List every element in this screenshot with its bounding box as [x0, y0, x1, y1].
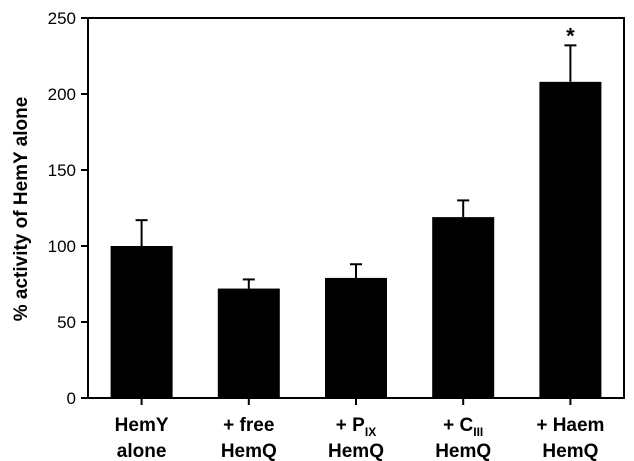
y-tick-label: 100: [48, 237, 76, 256]
y-axis-title: % activity of HemY alone: [11, 97, 32, 322]
x-category-label-line2: alone: [117, 441, 167, 461]
bar: [432, 217, 495, 398]
x-category-subscript: III: [473, 425, 483, 439]
bar: [217, 288, 280, 398]
x-category-label: HemY: [115, 415, 169, 436]
x-category-label: + Haem: [536, 415, 604, 436]
y-tick-label: 50: [57, 313, 76, 332]
bar: [110, 246, 173, 398]
y-tick-label: 150: [48, 161, 76, 180]
x-category-text: HemY: [115, 415, 169, 436]
x-category-label: + free: [223, 415, 274, 436]
bar: [539, 81, 602, 398]
x-category-text: + P: [336, 415, 365, 436]
x-category-text: + free: [223, 415, 274, 436]
x-category-text: + C: [443, 415, 473, 436]
significance-marker: *: [566, 23, 575, 48]
x-category-label-line2: HemQ: [221, 441, 277, 461]
x-category-subscript: IX: [365, 425, 376, 439]
x-category-label-line2: HemQ: [542, 441, 598, 461]
y-tick-label: 250: [48, 9, 76, 28]
x-category-label: + PIX: [336, 415, 376, 439]
y-tick-label: 200: [48, 85, 76, 104]
x-category-text: + Haem: [536, 415, 604, 436]
x-category-label-line2: HemQ: [328, 441, 384, 461]
x-category-label-line2: HemQ: [435, 441, 491, 461]
bar: [325, 277, 387, 398]
bars: [110, 44, 602, 398]
x-category-label: + CIII: [443, 415, 483, 439]
y-tick-label: 0: [67, 389, 76, 408]
